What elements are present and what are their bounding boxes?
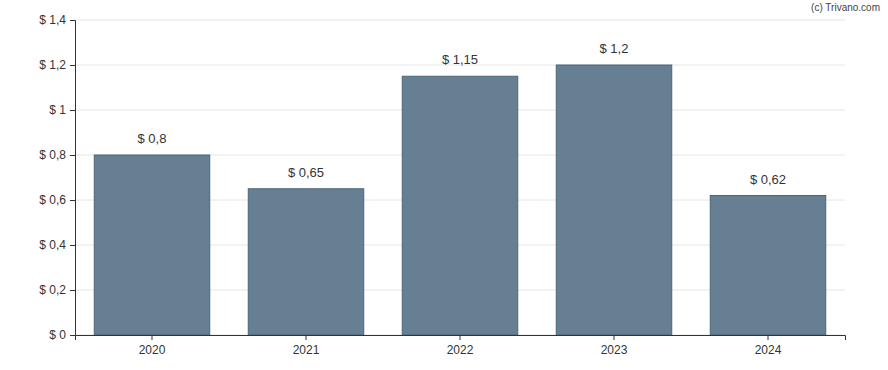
y-tick-mark: [70, 335, 75, 336]
x-tick-label: 2023: [601, 343, 628, 357]
x-tick-label: 2021: [293, 343, 320, 357]
bar: [248, 189, 364, 335]
y-tick-mark: [70, 155, 75, 156]
y-tick: $ 1: [49, 103, 75, 117]
x-tick-label: 2022: [447, 343, 474, 357]
y-tick-label: $ 0,6: [39, 193, 66, 207]
x-tick: 2020: [139, 335, 166, 357]
bar: [94, 155, 210, 335]
x-tick-label: 2024: [755, 343, 782, 357]
y-tick-label: $ 1,2: [39, 58, 66, 72]
y-tick-mark: [70, 245, 75, 246]
y-tick-label: $ 0,2: [39, 283, 66, 297]
x-tick: 2024: [755, 335, 782, 357]
bar: [402, 76, 518, 335]
y-tick: $ 0,6: [39, 193, 75, 207]
x-tick-mark: [306, 335, 307, 340]
y-tick: $ 0,4: [39, 238, 75, 252]
data-label: $ 0,65: [288, 165, 324, 180]
bars: [94, 65, 826, 335]
y-tick-label: $ 1: [49, 103, 66, 117]
y-tick-mark: [70, 110, 75, 111]
annotation: (c) Trivano.com: [811, 2, 880, 13]
grid-line: [75, 20, 845, 21]
y-tick-label: $ 0,8: [39, 148, 66, 162]
x-tick-mark: [768, 335, 769, 340]
y-tick-label: $ 0,4: [39, 238, 66, 252]
y-tick-mark: [70, 65, 75, 66]
plot: $ 0 $ 0,2 $ 0,4 $ 0,6 $ 0,8 $ 1 $ 1,2 $ 1,4 2020…: [39, 13, 845, 356]
y-tick-label: $ 1,4: [39, 13, 66, 27]
y-tick-mark: [70, 200, 75, 201]
chart: $ 0 $ 0,2 $ 0,4 $ 0,6 $ 0,8 $ 1 $ 1,2 $ 1,4 2020…: [0, 0, 888, 370]
data-label: $ 0,62: [750, 172, 786, 187]
x-tick: 2022: [447, 335, 474, 357]
y-tick: $ 0: [49, 328, 75, 342]
x-axis-line: [76, 336, 846, 341]
y-tick: $ 1,4: [39, 13, 75, 27]
data-label: $ 0,8: [138, 131, 167, 146]
y-tick-label: $ 0: [49, 328, 66, 342]
x-tick-label: 2020: [139, 343, 166, 357]
y-tick-mark: [70, 290, 75, 291]
data-labels: $ 0,8 $ 0,65 $ 1,15 $ 1,2 $ 0,62: [138, 41, 787, 187]
x-tick: 2021: [293, 335, 320, 357]
x-tick-mark: [152, 335, 153, 340]
grid: [75, 20, 845, 335]
data-label: $ 1,15: [442, 52, 478, 67]
y-tick: $ 1,2: [39, 58, 75, 72]
y-tick: $ 0,2: [39, 283, 75, 297]
y-axis-line: [70, 21, 76, 336]
x-tick: 2023: [601, 335, 628, 357]
y-tick-mark: [70, 20, 75, 21]
y-tick: $ 0,8: [39, 148, 75, 162]
data-label: $ 1,2: [600, 41, 629, 56]
x-axis: 2020 2021 2022 2023 2024: [76, 335, 846, 357]
bar: [710, 196, 826, 336]
x-tick-mark: [614, 335, 615, 340]
bar: [556, 65, 672, 335]
y-axis: $ 0 $ 0,2 $ 0,4 $ 0,6 $ 0,8 $ 1 $ 1,2 $ 1,4: [39, 13, 75, 342]
x-tick-mark: [460, 335, 461, 340]
